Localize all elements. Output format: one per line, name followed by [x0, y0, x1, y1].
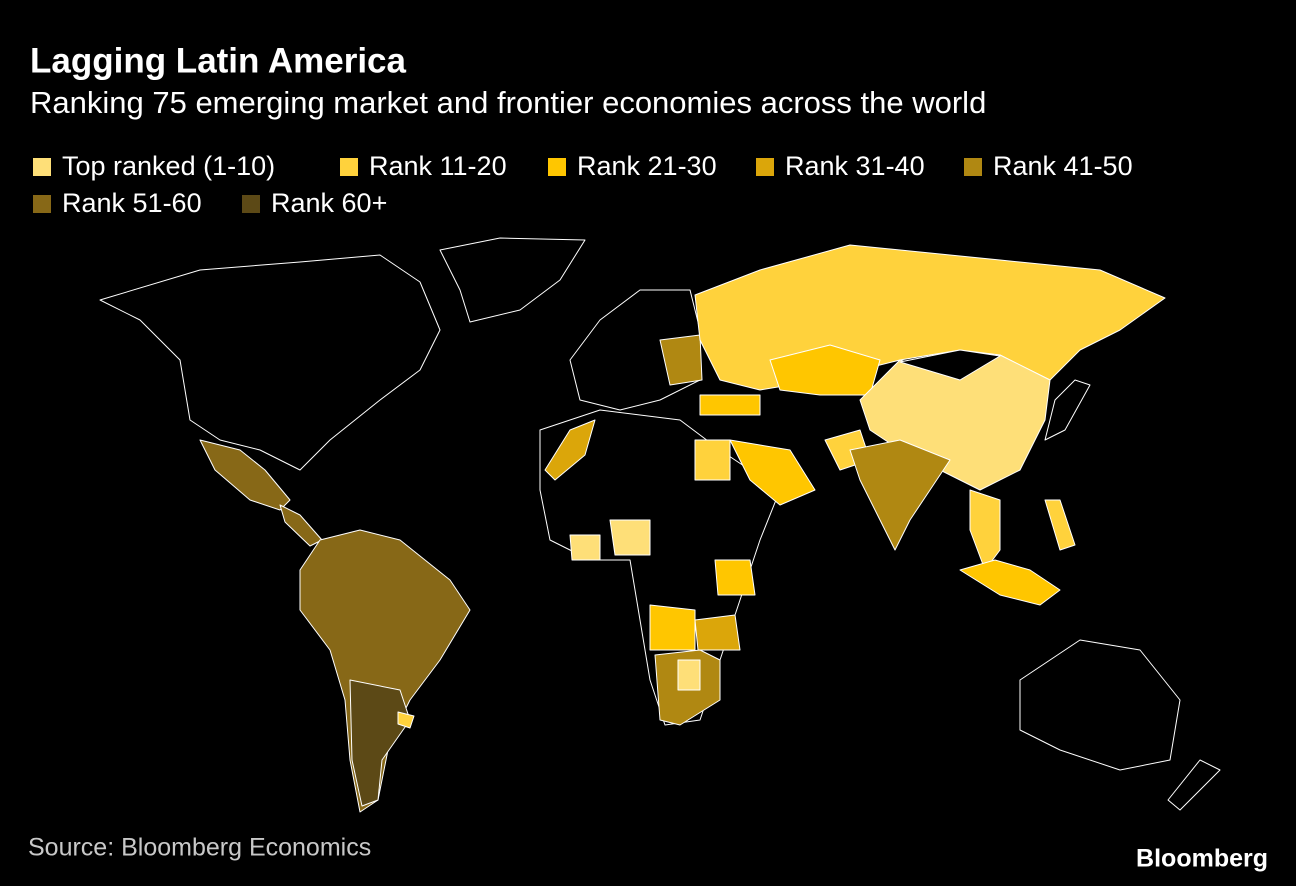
legend-label: Top ranked (1-10) [62, 151, 275, 181]
legend-label: Rank 60+ [271, 188, 387, 218]
australia [1019, 639, 1181, 771]
legend-swatch [33, 195, 51, 213]
india [849, 439, 951, 551]
southeast-asia [969, 489, 1001, 571]
morocco [544, 419, 596, 481]
uruguay [397, 711, 415, 729]
legend-label: Rank 21-30 [577, 151, 717, 181]
greenland [439, 237, 586, 323]
zambia [694, 614, 741, 651]
philippines [1044, 499, 1076, 551]
indonesia [959, 559, 1061, 606]
south-america [299, 529, 471, 813]
legend-swatch [340, 158, 358, 176]
eastern-europe [659, 334, 703, 386]
west-africa [569, 534, 601, 561]
nigeria [609, 519, 651, 556]
argentina [349, 679, 411, 807]
angola [649, 604, 696, 651]
legend-swatch [548, 158, 566, 176]
central-america [279, 504, 323, 547]
legend-swatch [756, 158, 774, 176]
new-zealand [1167, 759, 1221, 811]
mexico [199, 439, 291, 511]
legend-swatch [33, 158, 51, 176]
legend-swatch [242, 195, 260, 213]
world-map [99, 237, 1221, 813]
legend-label: Rank 31-40 [785, 151, 925, 181]
mongolia [899, 349, 1001, 381]
title: Lagging Latin America [30, 41, 407, 80]
source: Source: Bloomberg Economics [28, 834, 371, 862]
turkey [699, 394, 761, 416]
japan [1044, 379, 1091, 441]
saudi-arabia [729, 439, 816, 506]
botswana [677, 659, 701, 691]
kenya [714, 559, 756, 596]
legend-label: Rank 51-60 [62, 188, 202, 218]
legend-label: Rank 11-20 [369, 151, 507, 181]
legend-swatch [964, 158, 982, 176]
legend: Top ranked (1-10) Rank 11-20 Rank 21-30 Ran… [33, 151, 1133, 218]
logo: Bloomberg [1136, 845, 1268, 873]
legend-label: Rank 41-50 [993, 151, 1133, 181]
north-america [99, 254, 441, 471]
egypt [694, 439, 731, 481]
subtitle: Ranking 75 emerging market and frontier … [30, 85, 986, 120]
